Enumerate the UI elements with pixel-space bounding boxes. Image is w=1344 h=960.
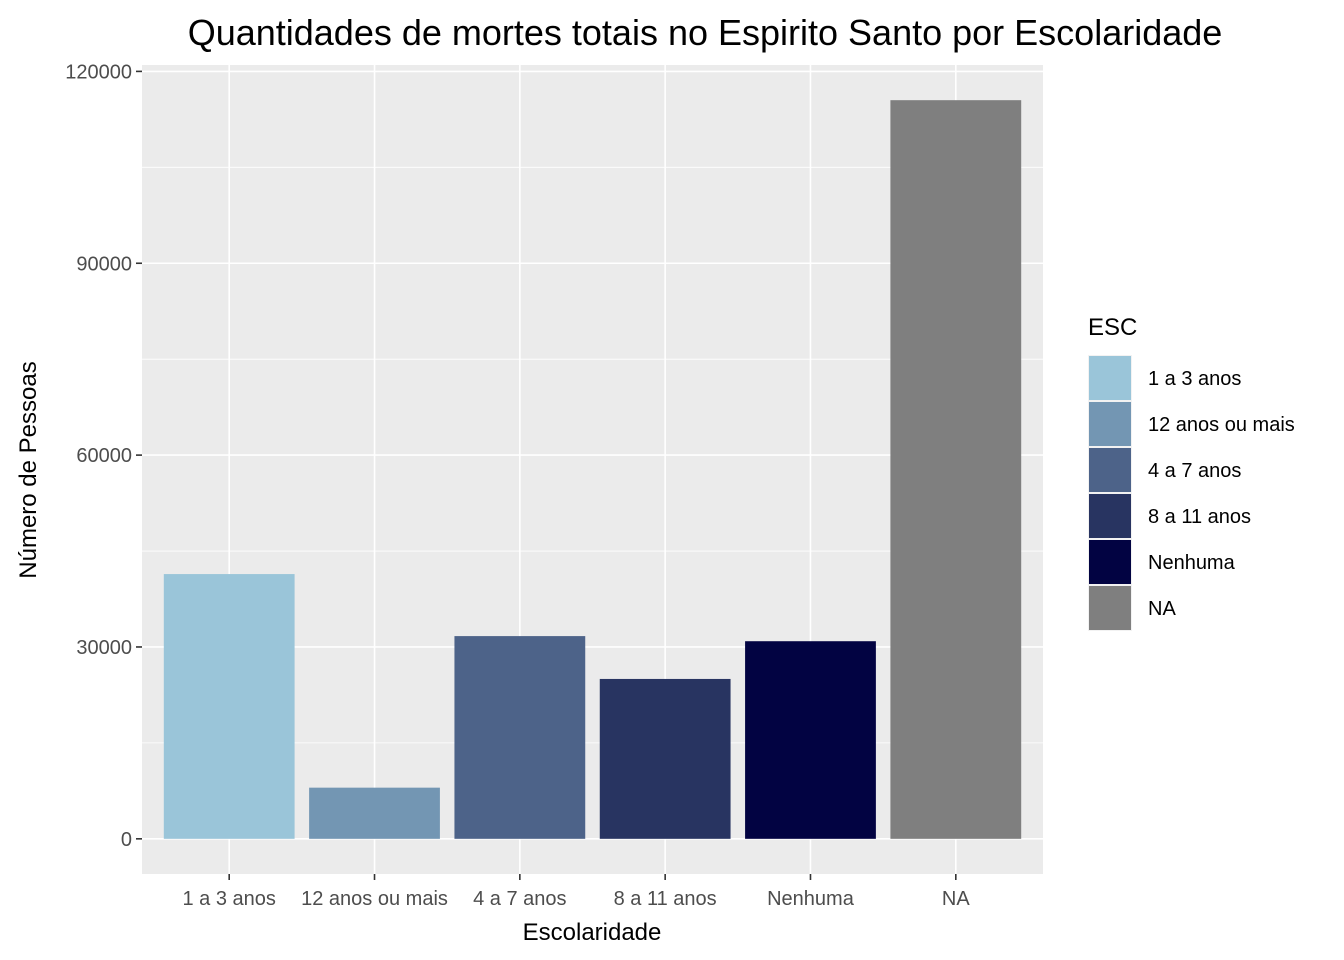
- legend-label: 1 a 3 anos: [1148, 368, 1241, 390]
- bar-1-a-3-anos: [163, 574, 295, 839]
- bar-4-a-7-anos: [454, 636, 586, 839]
- x-tick-label: Nenhuma: [767, 888, 855, 910]
- bars: [163, 100, 1022, 839]
- legend-swatch: [1089, 356, 1131, 400]
- x-tick-label: 4 a 7 anos: [473, 888, 566, 910]
- legend-label: 8 a 11 anos: [1148, 506, 1251, 528]
- bar-nenhuma: [745, 641, 876, 839]
- y-axis: 0 30000 60000 90000 120000: [65, 61, 142, 851]
- x-axis-title: Escolaridade: [523, 919, 662, 946]
- legend-swatch: [1089, 448, 1131, 492]
- legend-swatch: [1089, 494, 1131, 538]
- legend-swatch: [1089, 402, 1131, 446]
- legend-label: NA: [1148, 598, 1176, 620]
- legend-title: ESC: [1088, 314, 1137, 341]
- y-tick-label: 30000: [76, 637, 132, 659]
- legend-label: 12 anos ou mais: [1148, 414, 1295, 436]
- y-tick-label: 90000: [76, 253, 132, 275]
- legend-label: Nenhuma: [1148, 552, 1236, 574]
- x-tick-label: 1 a 3 anos: [182, 888, 275, 910]
- x-tick-label: 12 anos ou mais: [301, 888, 448, 910]
- x-tick-label: 8 a 11 anos: [614, 888, 717, 910]
- legend-label: 4 a 7 anos: [1148, 460, 1241, 482]
- bar-na: [890, 100, 1022, 839]
- y-axis-title: Número de Pessoas: [15, 361, 42, 578]
- legend: ESC 1 a 3 anos 12 anos ou mais 4 a 7 anos 8…: [1088, 314, 1295, 631]
- x-tick-label: NA: [942, 888, 970, 910]
- legend-swatch: [1089, 586, 1131, 630]
- y-tick-label: 0: [121, 829, 132, 851]
- y-tick-label: 120000: [65, 61, 132, 83]
- legend-swatch: [1089, 540, 1131, 584]
- chart-title: Quantidades de mortes totais no Espirito…: [188, 12, 1223, 53]
- x-axis: 1 a 3 anos 12 anos ou mais 4 a 7 anos 8 a 1…: [182, 874, 970, 910]
- y-tick-label: 60000: [76, 445, 132, 467]
- bar-8-a-11-anos: [599, 678, 731, 839]
- bar-12-anos-ou-mais: [309, 787, 440, 839]
